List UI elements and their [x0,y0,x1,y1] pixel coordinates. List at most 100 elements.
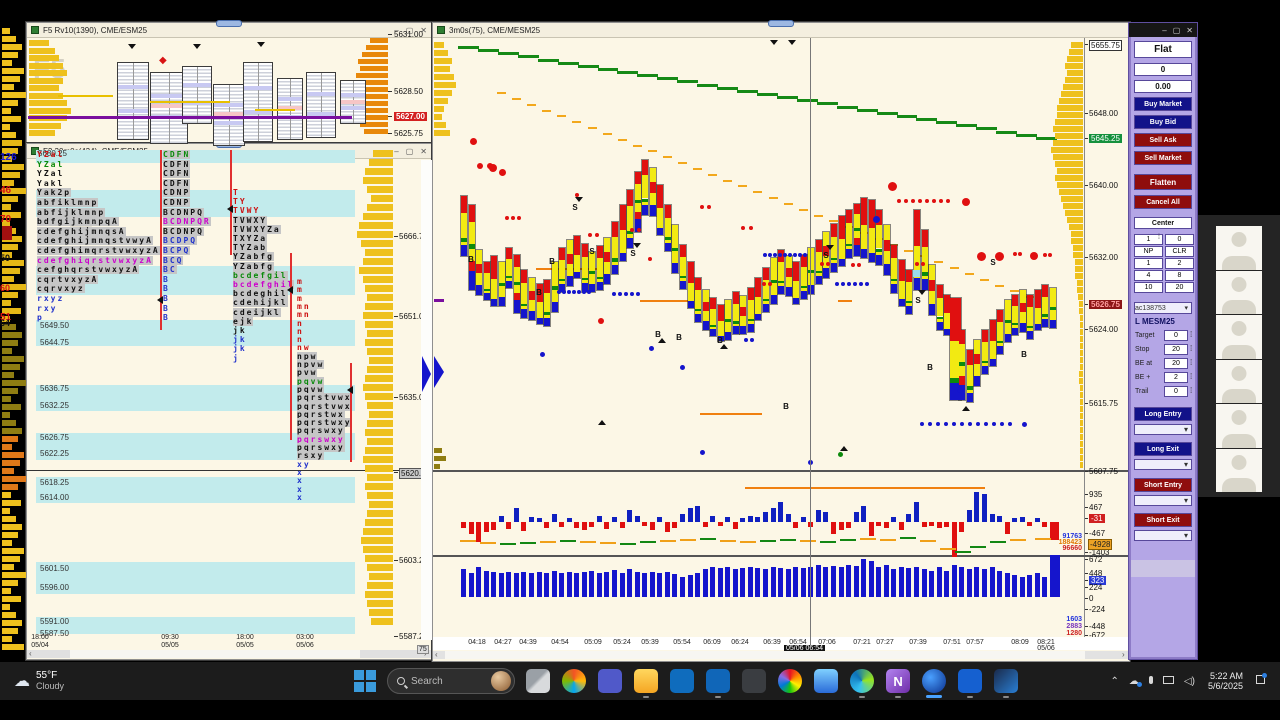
onedrive-icon[interactable]: ☁ [1129,676,1142,687]
window-f2: F2 30m0s(434), CME/ESM25 – ▢ ✕ F [26,141,432,660]
qty-stepper[interactable]: ⁞ [1158,234,1160,241]
store-icon[interactable] [670,669,695,693]
delta-label: 70 [0,214,12,225]
long-exit-button[interactable]: Long Exit [1134,442,1192,456]
qty-grid-cell[interactable]: 20 [1165,282,1194,293]
spinner-arrows-icon[interactable]: ⁞ [1190,372,1193,381]
sliver-profile-bar [2,316,10,322]
network-icon[interactable] [1162,675,1174,687]
param-spinbox[interactable]: 20 [1164,344,1188,355]
paint-app-icon[interactable] [994,669,1019,698]
qty-grid-cell[interactable]: 10 [1134,282,1163,293]
sliver-profile-bar [2,76,20,82]
clock-time: 5:22 AM [1209,671,1243,681]
qty-grid-cell[interactable]: 2 [1165,258,1194,269]
sliver-profile-bar [2,612,16,618]
maximize-icon[interactable]: ▢ [405,25,414,35]
minimize-icon[interactable]: – [394,146,399,156]
cancel-all-button[interactable]: Cancel All [1134,195,1192,209]
short-entry-button[interactable]: Short Entry [1134,478,1192,492]
qty-grid-cell[interactable]: 4 [1134,270,1163,281]
tray-chevron-icon[interactable]: ⌃ [1110,675,1119,687]
participant-video[interactable] [1216,359,1262,403]
volume-icon[interactable]: ◁) [1183,675,1195,687]
outlook-icon[interactable] [706,669,731,698]
sliver-profile-bar [2,460,20,466]
maximize-icon[interactable]: ▢ [1172,25,1181,35]
qty-grid-cell[interactable]: NP [1134,246,1163,257]
instrument-label: L MESM25 [1135,317,1175,326]
search-input[interactable]: Search [387,668,516,694]
spinner-arrows-icon[interactable]: ⁞ [1190,386,1193,395]
participant-video[interactable] [1216,404,1262,448]
gallery-icon[interactable] [814,669,839,693]
start-button[interactable] [354,670,377,692]
long-entry-button[interactable]: Long Entry [1134,407,1192,421]
param-spinbox[interactable]: 2 [1164,372,1188,383]
participant-video[interactable] [1216,448,1262,492]
qty-grid-cell[interactable]: CLR [1165,246,1194,257]
task-view-icon[interactable] [526,669,551,693]
long-exit-select[interactable]: ▾ [1134,459,1192,470]
file-explorer-icon[interactable] [634,669,659,698]
trading-app-icon[interactable] [922,669,947,698]
sliver-profile-bar [2,356,24,362]
hexagon-app-icon[interactable] [742,669,767,693]
sliver-profile-bar [2,100,18,106]
weather-widget[interactable]: ☁ 55°F Cloudy [14,670,64,692]
trade-panel-titlebar[interactable]: – ▢ ✕ [1129,23,1197,37]
position-status-button[interactable]: Flat [1134,41,1192,58]
blue-window-app-icon[interactable] [958,669,983,698]
window-drag-pill[interactable] [216,141,242,148]
teams-icon[interactable] [598,669,623,693]
position-qty-field[interactable]: 0 [1134,63,1192,76]
flatten-button[interactable]: Flatten [1134,174,1192,190]
param-spinbox[interactable]: 20 [1164,358,1188,369]
close-icon[interactable]: ✕ [420,25,427,35]
titlebar-f5[interactable]: F5 Rv10(1390), CME/ESM25 – ▢ ✕ [27,23,431,38]
short-entry-select[interactable]: ▾ [1134,495,1192,506]
pnl-field[interactable]: 0.00 [1134,80,1192,93]
short-exit-select[interactable]: ▾ [1134,530,1192,541]
window-drag-pill[interactable] [216,20,242,27]
qty-grid-cell[interactable]: 8 [1165,270,1194,281]
close-icon[interactable]: ✕ [420,146,427,156]
chart-icon [437,26,445,34]
participant-video[interactable] [1216,226,1262,270]
minimize-icon[interactable]: – [1162,25,1167,35]
window-drag-pill[interactable] [768,20,794,27]
sell-ask-button[interactable]: Sell Ask [1134,133,1192,147]
spinner-arrows-icon[interactable]: ⁞ [1190,344,1193,353]
minimize-icon[interactable]: – [394,25,399,35]
buy-bid-button[interactable]: Buy Bid [1134,115,1192,129]
spinner-arrows-icon[interactable]: ⁞ [1190,330,1193,339]
sliver-profile-bar [2,252,12,258]
edge-icon[interactable] [850,669,875,698]
participant-video[interactable] [1216,270,1262,314]
sliver-profile-bar [2,644,24,650]
sliver-profile-bar [2,292,18,298]
buy-market-button[interactable]: Buy Market [1134,97,1192,111]
titlebar-main[interactable]: 3m0s(75), CME/MESM25 [433,23,1129,38]
short-exit-button[interactable]: Short Exit [1134,513,1192,527]
qty-grid-cell[interactable]: 1 [1134,234,1163,245]
param-spinbox[interactable]: 0 [1164,386,1188,397]
close-icon[interactable]: ✕ [1186,25,1193,35]
notepad-n-icon[interactable]: N [886,669,911,698]
avatar [1231,410,1247,425]
sell-market-button[interactable]: Sell Market [1134,151,1192,165]
center-button[interactable]: Center [1134,217,1192,229]
spinner-arrows-icon[interactable]: ⁞ [1190,358,1193,367]
maximize-icon[interactable]: ▢ [405,146,414,156]
photos-icon[interactable] [778,669,803,693]
microphone-icon[interactable] [1148,675,1153,687]
notification-icon[interactable] [1256,673,1267,687]
account-select[interactable]: ac138753 ▾ [1134,302,1192,314]
long-entry-select[interactable]: ▾ [1134,424,1192,435]
copilot-icon[interactable] [562,669,587,693]
clock[interactable]: 5:22 AM 5/6/2025 [1208,671,1243,691]
param-spinbox[interactable]: 0 [1164,330,1188,341]
participant-video[interactable] [1216,315,1262,359]
qty-grid-cell[interactable]: 0 [1165,234,1194,245]
qty-grid-cell[interactable]: 1 [1134,258,1163,269]
